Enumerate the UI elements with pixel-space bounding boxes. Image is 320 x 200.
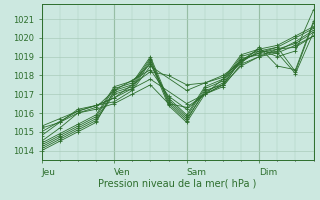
X-axis label: Pression niveau de la mer( hPa ): Pression niveau de la mer( hPa ) xyxy=(99,178,257,188)
